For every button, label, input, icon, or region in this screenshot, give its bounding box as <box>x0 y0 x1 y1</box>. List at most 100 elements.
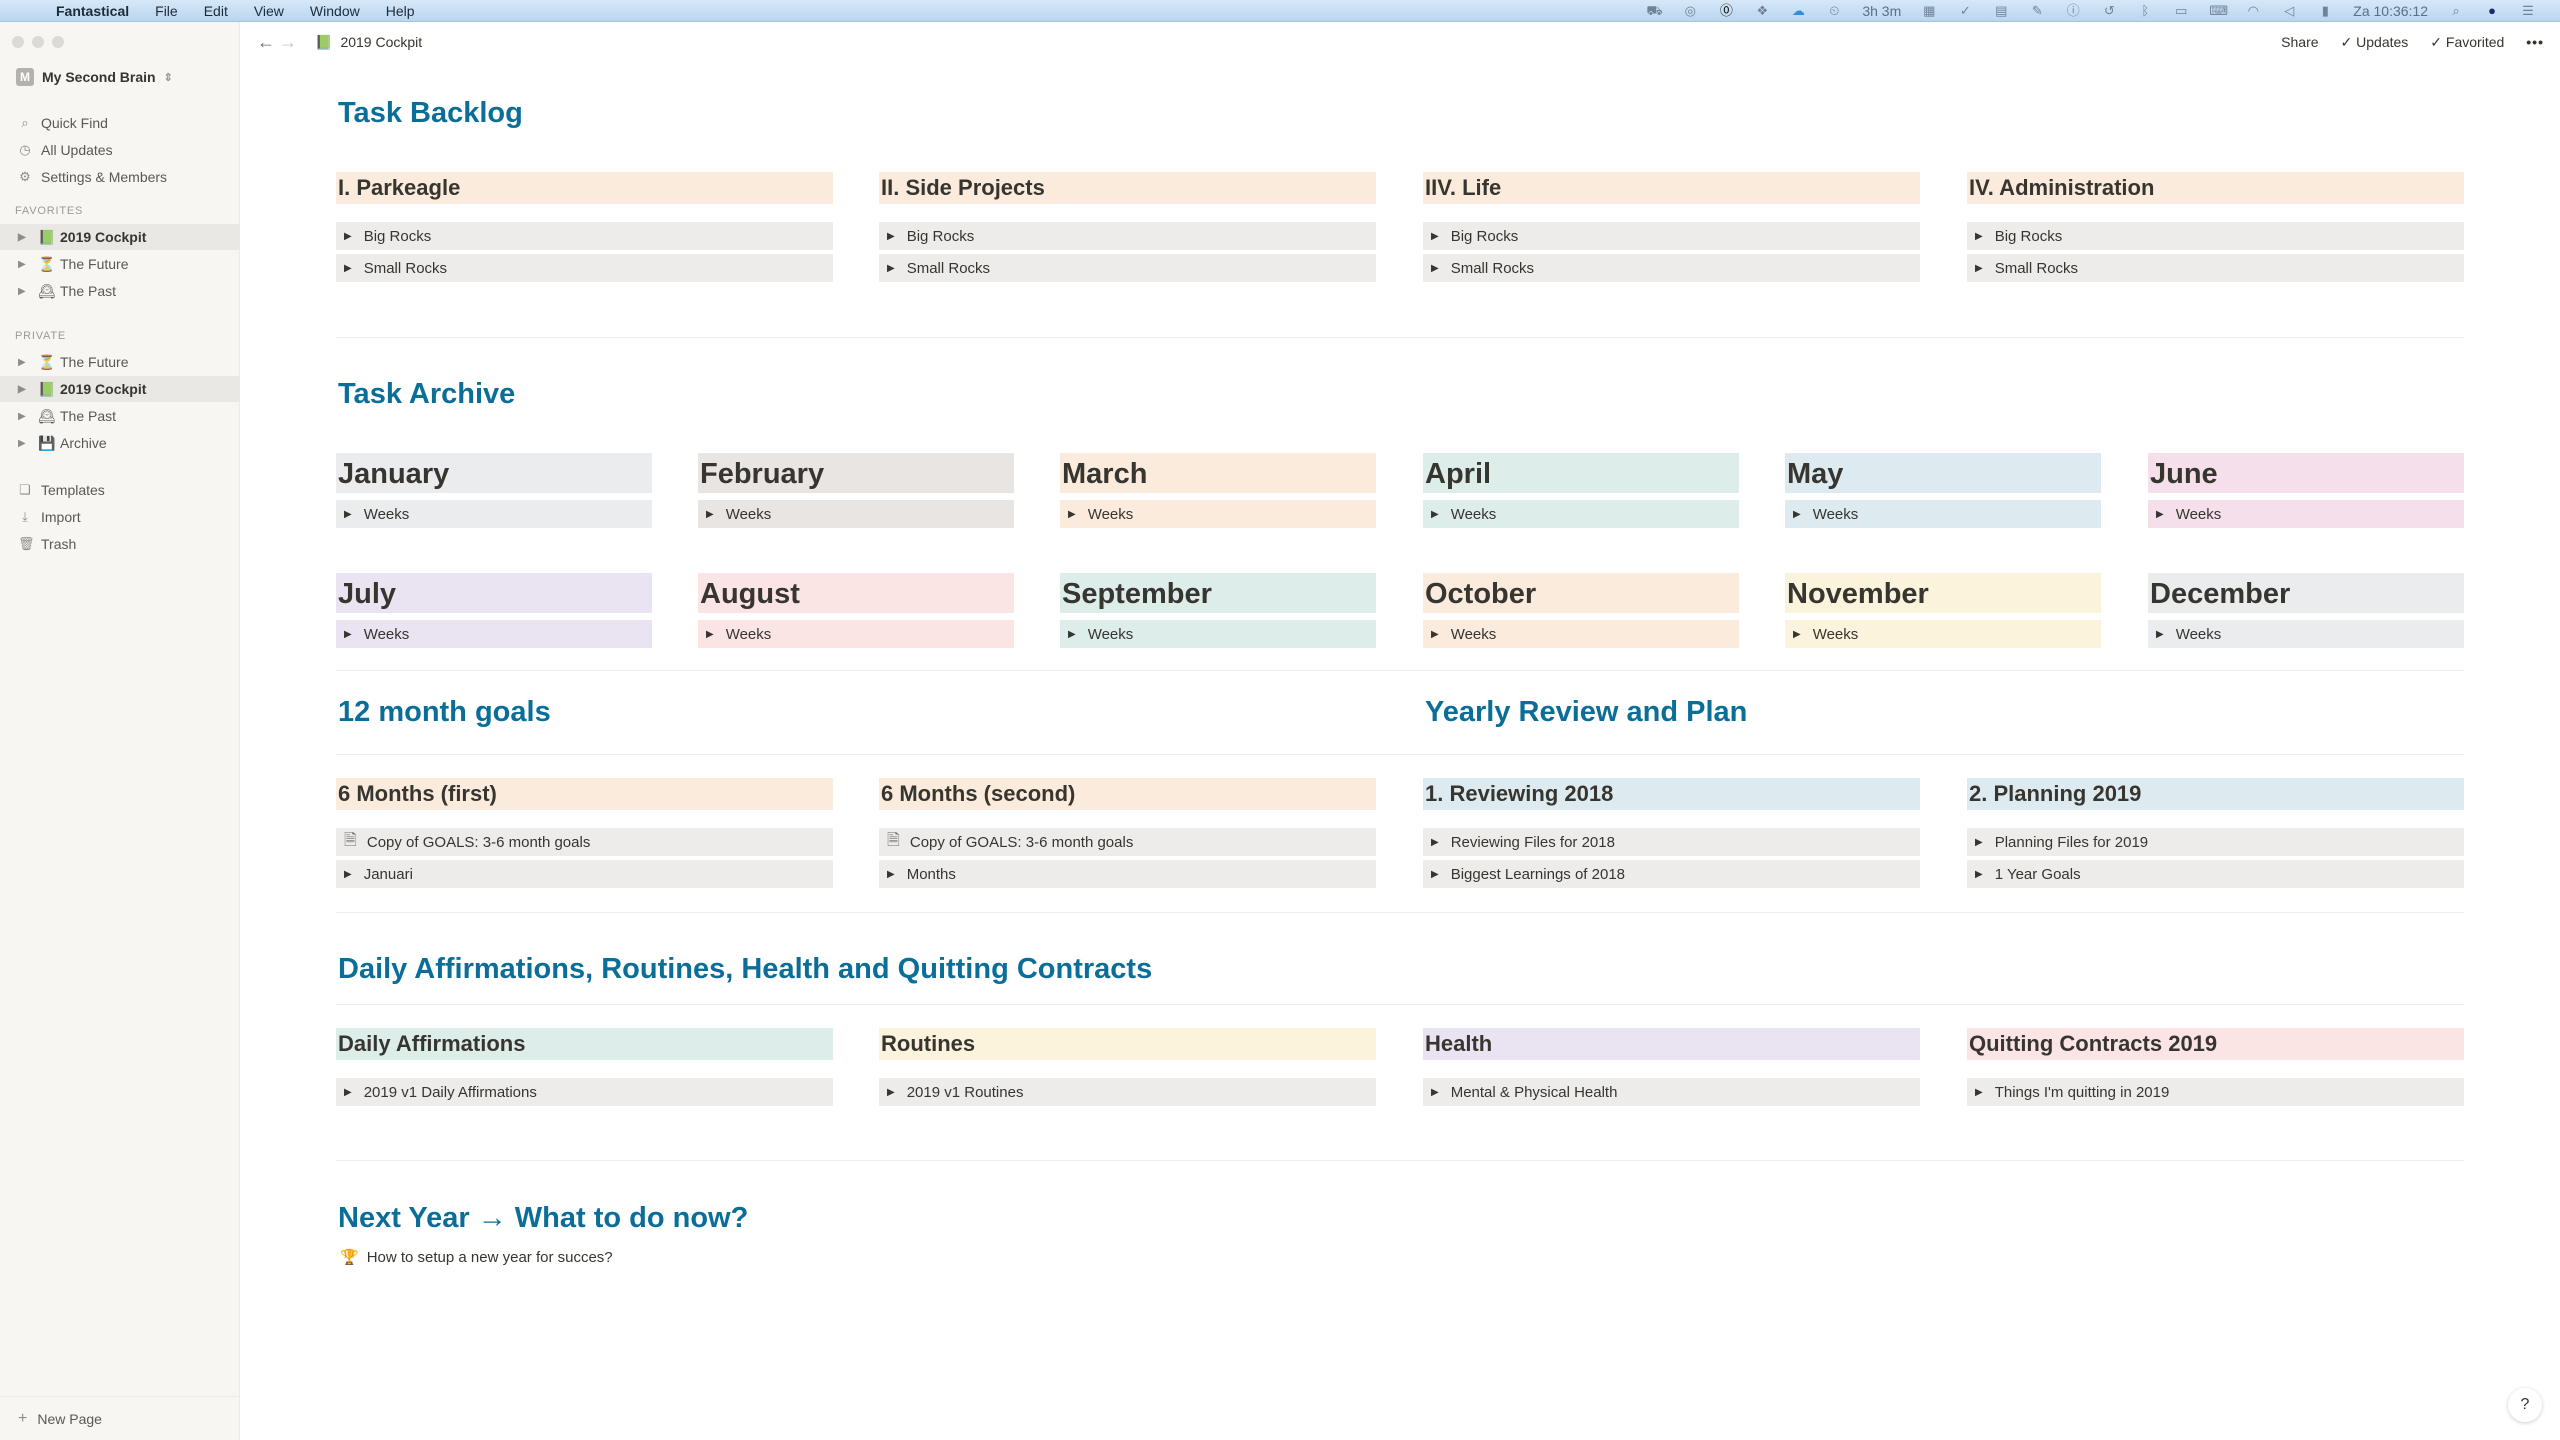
toggle-triangle-icon[interactable]: ▶ <box>1793 628 1801 640</box>
next-year-link[interactable]: 🏆 How to setup a new year for succes? <box>340 1248 613 1267</box>
spotlight-icon[interactable]: ⌕ <box>2452 3 2460 18</box>
more-options-button[interactable]: ••• <box>2526 34 2544 50</box>
volume-icon[interactable]: ◁ <box>2284 3 2295 18</box>
toggle-item[interactable]: ▶ Things I'm quitting in 2019 <box>1967 1078 2464 1106</box>
forward-arrow-icon[interactable]: → <box>279 31 297 52</box>
battery-icon[interactable]: ▮ <box>2321 3 2329 18</box>
toggle-triangle-icon[interactable]: ▶ <box>344 1086 352 1098</box>
share-button[interactable]: Share <box>2281 34 2319 50</box>
history-icon[interactable]: ↺ <box>2103 3 2115 18</box>
dropbox-icon[interactable]: ❖ <box>1756 3 1769 18</box>
workspace-switcher[interactable]: M My Second Brain ⇕ <box>16 68 173 86</box>
sidebar-quick-find[interactable]: ⌕ Quick Find <box>0 110 240 136</box>
favorited-button[interactable]: ✓ Favorited <box>2430 34 2504 51</box>
toggle-triangle-icon[interactable]: ▶ <box>1068 628 1076 640</box>
toggle-triangle-icon[interactable]: ▶ <box>1431 836 1439 848</box>
toggle-triangle-icon[interactable]: ▶ <box>706 628 714 640</box>
menu-edit[interactable]: Edit <box>203 2 228 19</box>
toggle-triangle-icon[interactable]: ▶ <box>706 508 714 520</box>
toggle-triangle-icon[interactable]: ▶ <box>344 868 352 880</box>
back-arrow-icon[interactable]: ← <box>257 31 275 52</box>
toggle-item[interactable]: ▶ Biggest Learnings of 2018 <box>1423 860 1920 888</box>
toggle-triangle-icon[interactable]: ▶ <box>1975 262 1983 274</box>
menu-file[interactable]: File <box>155 2 178 19</box>
expand-triangle-icon[interactable]: ▶ <box>18 258 26 270</box>
toggle-triangle-icon[interactable]: ▶ <box>887 230 895 242</box>
toggle-triangle-icon[interactable]: ▶ <box>1431 868 1439 880</box>
toggle-item[interactable]: ▶ Mental & Physical Health <box>1423 1078 1920 1106</box>
page-link[interactable]: 🗎 Copy of GOALS: 3-6 month goals <box>879 828 1376 856</box>
toggle-item[interactable]: ▶ Weeks <box>1060 500 1376 528</box>
toggle-triangle-icon[interactable]: ▶ <box>1431 508 1439 520</box>
timer-text[interactable]: 3h 3m <box>1862 3 1902 19</box>
toggle-triangle-icon[interactable]: ▶ <box>1975 1086 1983 1098</box>
circle-icon[interactable]: ◎ <box>1684 3 1697 18</box>
toggle-triangle-icon[interactable]: ▶ <box>1975 836 1983 848</box>
menu-app-name[interactable]: Fantastical <box>56 2 130 19</box>
toggle-triangle-icon[interactable]: ▶ <box>1975 868 1983 880</box>
toggle-item[interactable]: ▶ Small Rocks <box>336 254 833 282</box>
new-page-button[interactable]: + New Page <box>0 1396 240 1440</box>
menu-window[interactable]: Window <box>309 2 360 19</box>
timer-icon[interactable]: ⏲ <box>1829 3 1840 18</box>
toggle-triangle-icon[interactable]: ▶ <box>344 230 352 242</box>
toggle-item[interactable]: ▶ Weeks <box>1060 620 1376 648</box>
toggle-item[interactable]: ▶ Big Rocks <box>879 222 1376 250</box>
toggle-triangle-icon[interactable]: ▶ <box>1431 1086 1439 1098</box>
car-icon[interactable]: ⛟ <box>1646 3 1663 18</box>
toggle-triangle-icon[interactable]: ▶ <box>1431 230 1439 242</box>
password-icon[interactable]: ⓪ <box>1719 3 1733 18</box>
toggle-item[interactable]: ▶ Weeks <box>698 620 1014 648</box>
toggle-item[interactable]: ▶ Weeks <box>2148 620 2464 648</box>
sidebar-private-the-future[interactable]: ▶ ⏳ The Future <box>0 349 240 375</box>
breadcrumb[interactable]: 📗 2019 Cockpit <box>315 34 422 51</box>
toggle-item[interactable]: ▶ Weeks <box>336 620 652 648</box>
expand-triangle-icon[interactable]: ▶ <box>18 356 26 368</box>
info-icon[interactable]: ⓘ <box>2066 3 2080 18</box>
sidebar-private-archive[interactable]: ▶ 💾 Archive <box>0 430 240 456</box>
toggle-item[interactable]: ▶ Big Rocks <box>1423 222 1920 250</box>
minimize-window-button[interactable] <box>32 36 44 48</box>
toggle-triangle-icon[interactable]: ▶ <box>1793 508 1801 520</box>
toggle-item[interactable]: ▶ Big Rocks <box>336 222 833 250</box>
toggle-item[interactable]: ▶ Weeks <box>1785 500 2101 528</box>
bluetooth-icon[interactable]: ᛒ <box>2141 3 2150 18</box>
toggle-triangle-icon[interactable]: ▶ <box>887 262 895 274</box>
toggle-triangle-icon[interactable]: ▶ <box>2156 508 2164 520</box>
toggle-item[interactable]: ▶ Weeks <box>2148 500 2464 528</box>
sidebar-favorite-2019-cockpit[interactable]: ▶ 📗 2019 Cockpit <box>0 224 240 250</box>
user-avatar-icon[interactable]: ● <box>2488 3 2496 18</box>
toggle-item[interactable]: ▶ Weeks <box>698 500 1014 528</box>
toggle-item[interactable]: ▶ 2019 v1 Routines <box>879 1078 1376 1106</box>
expand-triangle-icon[interactable]: ▶ <box>18 410 26 422</box>
sidebar-favorite-the-future[interactable]: ▶ ⏳ The Future <box>0 251 240 277</box>
sidebar-private-the-past[interactable]: ▶ 🕰 The Past <box>0 403 240 429</box>
sidebar-trash[interactable]: 🗑 Trash <box>0 531 240 557</box>
toggle-item[interactable]: ▶ 2019 v1 Daily Affirmations <box>336 1078 833 1106</box>
toggle-item[interactable]: ▶ Weeks <box>1423 500 1739 528</box>
sidebar-private-2019-cockpit[interactable]: ▶ 📗 2019 Cockpit <box>0 376 240 402</box>
toggle-item[interactable]: ▶ Small Rocks <box>1423 254 1920 282</box>
toggle-item[interactable]: ▶ Big Rocks <box>1967 222 2464 250</box>
toggle-item[interactable]: ▶ Planning Files for 2019 <box>1967 828 2464 856</box>
sidebar-import[interactable]: ⤓ Import <box>0 504 240 530</box>
keyboard-icon[interactable]: ⌨ <box>2209 3 2229 18</box>
toggle-item[interactable]: ▶ Small Rocks <box>1967 254 2464 282</box>
toggle-item[interactable]: ▶ Januari <box>336 860 833 888</box>
close-window-button[interactable] <box>12 36 24 48</box>
toggle-item[interactable]: ▶ 1 Year Goals <box>1967 860 2464 888</box>
toggle-triangle-icon[interactable]: ▶ <box>1975 230 1983 242</box>
toggle-triangle-icon[interactable]: ▶ <box>887 1086 895 1098</box>
menu-help[interactable]: Help <box>385 2 415 19</box>
pen-icon[interactable]: ✎ <box>2031 3 2043 18</box>
sidebar-templates[interactable]: ❏ Templates <box>0 477 240 503</box>
toggle-triangle-icon[interactable]: ▶ <box>1431 628 1439 640</box>
toggle-triangle-icon[interactable]: ▶ <box>344 262 352 274</box>
toggle-triangle-icon[interactable]: ▶ <box>1068 508 1076 520</box>
menu-view[interactable]: View <box>253 2 284 19</box>
toggle-item[interactable]: ▶ Weeks <box>336 500 652 528</box>
notification-center-icon[interactable]: ☰ <box>2522 3 2534 18</box>
expand-triangle-icon[interactable]: ▶ <box>18 231 26 243</box>
toggle-item[interactable]: ▶ Small Rocks <box>879 254 1376 282</box>
toggle-item[interactable]: ▶ Weeks <box>1423 620 1739 648</box>
